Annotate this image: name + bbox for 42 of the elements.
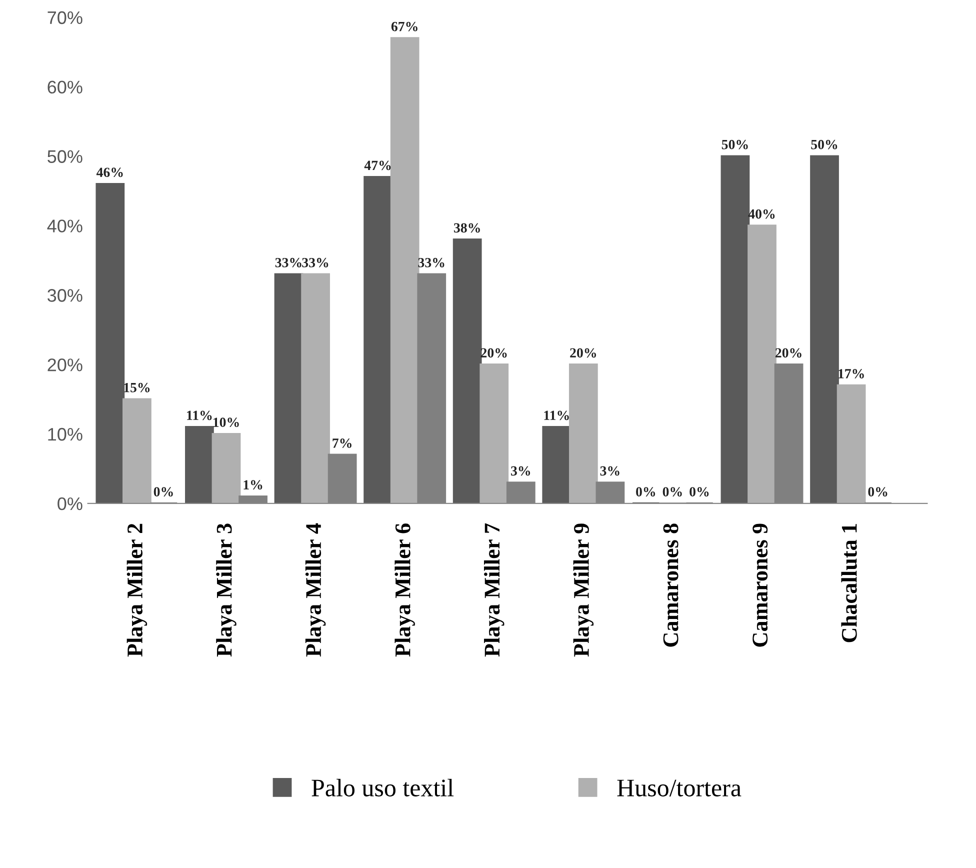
data-label: 11%: [544, 410, 569, 420]
data-label: 1%: [244, 480, 262, 490]
data-label: 47%: [364, 160, 391, 170]
y-tick-label: 20%: [48, 358, 82, 372]
data-label: 46%: [96, 168, 123, 178]
data-label: 11%: [187, 410, 212, 420]
data-label: 50%: [722, 140, 748, 150]
x-tick-label: Playa Miller 2: [126, 524, 148, 657]
data-label: 20%: [775, 348, 802, 358]
y-tick-label: 60%: [48, 80, 82, 94]
x-tick-label: Playa Miller 4: [305, 523, 326, 657]
y-tick-label: 0%: [58, 497, 82, 510]
data-label: 3%: [511, 466, 530, 476]
data-label: 0%: [154, 487, 173, 496]
y-tick-label: 30%: [48, 289, 82, 302]
y-tick-label: 50%: [48, 150, 82, 163]
data-label: 0%: [662, 487, 682, 496]
data-label: 67%: [391, 22, 418, 32]
data-label: 50%: [811, 140, 838, 150]
data-label: 0%: [690, 487, 709, 496]
data-label: 0%: [868, 487, 888, 496]
y-tick-label: 40%: [47, 220, 82, 232]
data-label: 33%: [418, 258, 444, 268]
data-label: 10%: [213, 418, 239, 428]
data-label: 7%: [332, 438, 352, 448]
x-tick-label: Playa Miller 9: [573, 524, 594, 657]
y-tick-label: 10%: [48, 428, 82, 441]
x-tick-label: Playa Miller 7: [484, 523, 504, 657]
legend-label: Huso/tortera: [617, 780, 742, 796]
data-label: 3%: [600, 466, 620, 476]
data-label: 33%: [302, 258, 328, 268]
data-label: 33%: [275, 258, 302, 268]
x-tick-label: Camarones 8: [663, 524, 678, 647]
x-tick-label: Playa Miller 3: [216, 524, 236, 657]
legend-label: Palo uso textil: [312, 778, 454, 796]
data-label: 20%: [570, 348, 596, 358]
x-tick-label: Playa Miller 6: [394, 524, 415, 657]
x-tick-label: Camarones 9: [752, 524, 768, 647]
y-tick-label: 70%: [48, 11, 82, 24]
data-label: 38%: [454, 223, 480, 233]
data-label: 0%: [636, 487, 656, 496]
x-tick-label: Chacalluta 1: [841, 524, 857, 642]
